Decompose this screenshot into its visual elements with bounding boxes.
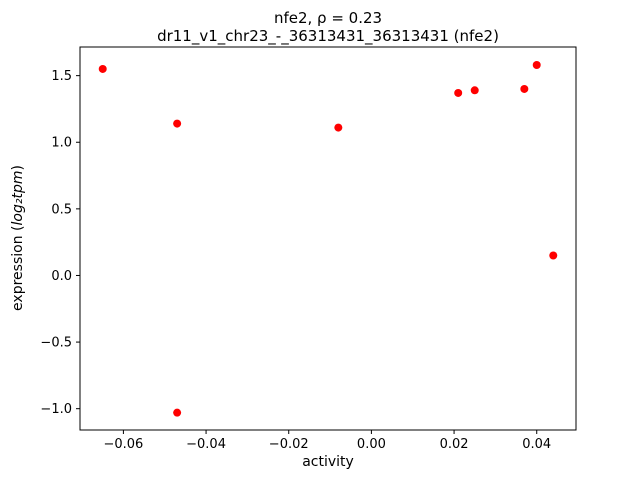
y-tick-label: −1.0 xyxy=(40,402,72,417)
data-point xyxy=(173,408,182,417)
y-tick-label: −0.5 xyxy=(40,335,72,350)
data-point xyxy=(454,88,463,97)
x-tick-label: −0.04 xyxy=(186,437,226,452)
y-tick-label: 0.5 xyxy=(51,202,72,217)
data-point xyxy=(173,119,182,128)
y-tick-label: 1.0 xyxy=(51,136,72,151)
x-tick-label: 0.02 xyxy=(440,437,469,452)
axes-box xyxy=(79,46,577,431)
data-point xyxy=(520,84,529,93)
data-point xyxy=(98,64,107,73)
data-point xyxy=(532,60,541,69)
y-tick-label: 0.0 xyxy=(51,269,72,284)
plot-area: −0.06 −0.04 −0.02 0.00 0.02 0.04 −1.0 −0.5 0.0 0.… xyxy=(40,46,577,452)
y-axis-label: expression (log₂tpm) xyxy=(10,165,26,311)
data-point xyxy=(334,123,343,132)
chart-title: nfe2, ρ = 0.23 xyxy=(274,9,382,27)
x-axis-label: activity xyxy=(302,454,354,470)
chart-subtitle: dr11_v1_chr23_-_36313431_36313431 (nfe2) xyxy=(157,27,499,46)
x-tick-label: −0.06 xyxy=(103,437,143,452)
y-tick-label: 1.5 xyxy=(51,69,72,84)
x-tick-label: −0.02 xyxy=(269,437,309,452)
data-point xyxy=(549,251,558,260)
x-tick-label: 0.04 xyxy=(522,437,551,452)
x-tick-label: 0.00 xyxy=(357,437,386,452)
data-point xyxy=(470,86,479,95)
